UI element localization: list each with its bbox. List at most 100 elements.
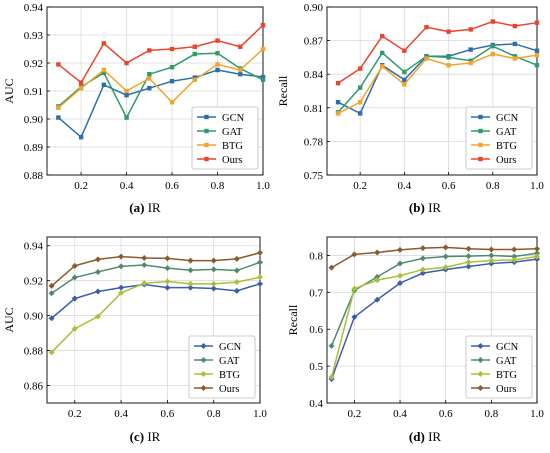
x-tick-label: 1.0: [253, 408, 267, 420]
data-point-gat: [48, 290, 55, 297]
data-point-btg: [424, 56, 429, 61]
data-point-gcn: [56, 115, 61, 120]
data-point-gcn: [187, 284, 194, 291]
panel-caption: (c) IR: [130, 429, 161, 444]
data-point-btg: [215, 62, 220, 67]
panel-caption: (b) IR: [409, 200, 441, 215]
data-point-gcn: [210, 285, 217, 292]
x-tick-label: 0.8: [207, 408, 221, 420]
data-point-gat: [101, 70, 107, 75]
legend-label: Ours: [219, 384, 239, 395]
data-point-ours: [238, 44, 243, 49]
panel-caption-label: (c): [130, 429, 144, 444]
y-tick-label: 0.89: [24, 142, 44, 154]
data-point-gcn: [124, 93, 129, 98]
data-point-gat: [534, 250, 540, 257]
y-tick-label: 0.81: [304, 103, 323, 115]
data-point-btg: [48, 349, 55, 356]
data-point-gcn: [215, 67, 220, 73]
data-point-ours: [534, 245, 540, 252]
data-point-btg: [534, 52, 540, 58]
series-line-gcn: [57, 69, 264, 139]
data-point-gcn: [534, 48, 540, 53]
panel-caption-text: IR: [425, 200, 442, 215]
y-tick-label: 0.88: [24, 346, 44, 358]
data-point-gcn: [257, 280, 263, 287]
legend-marker: [477, 371, 484, 377]
y-tick-label: 0.94: [24, 2, 44, 14]
data-point-btg: [374, 277, 381, 284]
data-point-btg: [512, 56, 518, 61]
data-point-ours: [257, 249, 263, 256]
chart-panel-1: 0.88 0.89 0.90 0.91 0.92 0.93 0.94 0.2 0.4 0.6 0.8…: [2, 2, 270, 215]
data-point-gcn: [374, 296, 381, 303]
legend-marker: [204, 128, 209, 134]
data-point-gcn: [512, 41, 518, 47]
legend-marker: [477, 343, 484, 349]
legend-box: [465, 335, 533, 399]
y-tick-label: 0.94: [24, 241, 44, 253]
legend-marker: [200, 357, 207, 363]
axes-frame: [46, 236, 261, 404]
x-tick-label: 0.8: [211, 180, 225, 192]
x-tick-label: 0.4: [114, 408, 128, 420]
data-point-gcn: [233, 287, 240, 294]
y-tick-label: 0.92: [24, 276, 43, 288]
legend-label: BTG: [219, 370, 240, 381]
chart-panel-3: 0.86 0.88 0.90 0.92 0.94 0.2 0.4 0.6 0.8 1.0 AUC (c…: [2, 236, 267, 444]
legend: GCN GAT BTG Ours: [465, 335, 533, 399]
x-tick-label: 0.4: [393, 408, 407, 420]
data-point-btg: [164, 278, 171, 285]
axes-frame: [326, 6, 538, 176]
x-tick-label: 0.2: [348, 408, 362, 420]
legend-label: GAT: [219, 356, 240, 367]
y-axis-title: Recall: [276, 75, 290, 106]
legend-marker: [478, 142, 483, 148]
data-point-gcn: [402, 77, 407, 82]
data-point-gcn: [71, 295, 78, 302]
data-point-gat: [442, 253, 449, 260]
data-point-btg: [233, 279, 240, 286]
data-point-gat: [118, 263, 125, 270]
y-axis-title: Recall: [286, 304, 300, 335]
data-point-btg: [169, 100, 175, 105]
data-point-gat: [512, 54, 518, 59]
data-point-gat: [164, 265, 171, 272]
data-point-btg: [78, 86, 84, 91]
panel-caption: (d) IR: [409, 429, 441, 444]
data-point-ours: [380, 33, 385, 39]
data-point-gat: [233, 267, 240, 274]
data-point-gcn: [48, 315, 55, 322]
series-line-btg: [57, 48, 264, 109]
data-point-btg: [141, 280, 148, 287]
data-point-btg: [328, 374, 335, 381]
y-tick-label: 0.84: [304, 69, 324, 81]
data-point-ours: [164, 255, 171, 262]
data-point-gat: [397, 260, 404, 267]
data-point-btg: [101, 67, 107, 73]
data-point-ours: [335, 80, 341, 86]
y-tick-label: 0.90: [24, 114, 44, 126]
data-point-btg: [260, 46, 266, 52]
data-point-gat: [488, 252, 495, 259]
series-line-btg: [330, 255, 538, 378]
legend-label: GCN: [222, 113, 245, 124]
data-point-btg: [357, 100, 363, 105]
legend-label: Ours: [496, 384, 516, 395]
x-tick-label: 0.6: [439, 408, 453, 420]
data-point-gat: [419, 255, 426, 262]
data-point-gcn: [260, 74, 266, 80]
series-line-gat: [337, 45, 538, 113]
data-point-gat: [374, 273, 381, 280]
data-point-gat: [468, 58, 473, 63]
legend-label: GCN: [496, 113, 519, 124]
legend-marker: [204, 114, 209, 120]
legend-marker: [478, 128, 483, 134]
data-point-ours: [215, 38, 220, 43]
data-point-btg: [511, 256, 518, 263]
series-line-ours: [331, 246, 538, 269]
x-tick-label: 0.4: [120, 180, 134, 192]
data-point-gat: [210, 266, 217, 273]
series-line-btg: [51, 276, 261, 353]
panel-caption: (a) IR: [129, 200, 161, 215]
